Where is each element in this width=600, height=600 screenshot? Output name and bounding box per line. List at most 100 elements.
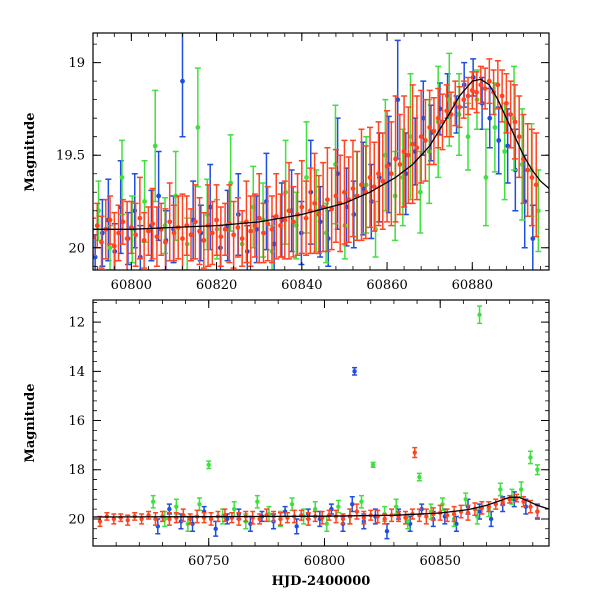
bottom-x-tick-label: 60800	[304, 554, 345, 569]
top-data-point	[167, 219, 173, 225]
top-data-point	[529, 175, 535, 180]
bottom-data-point	[97, 519, 103, 524]
top-data-point	[512, 119, 518, 125]
top-data-point	[116, 230, 121, 236]
top-data-point	[218, 234, 224, 240]
top-data-point	[142, 199, 147, 204]
bottom-data-point	[488, 516, 494, 522]
top-data-point	[132, 208, 138, 214]
bottom-data-point	[514, 495, 519, 501]
top-data-point	[461, 97, 467, 103]
bottom-data-point	[370, 462, 376, 468]
top-data-point	[99, 230, 105, 236]
top-data-point	[244, 249, 250, 254]
top-data-point	[324, 197, 330, 203]
top-data-point	[107, 245, 113, 251]
top-data-point	[146, 228, 151, 234]
bottom-data-point	[382, 516, 387, 522]
bottom-data-point	[236, 516, 242, 522]
top-data-point	[197, 228, 202, 234]
bottom-x-tick-label: 60750	[188, 554, 229, 569]
top-data-point	[503, 100, 509, 106]
bottom-data-point	[444, 513, 450, 518]
bottom-axes: 60750 60800 60850 12 14 16 18 20	[68, 300, 549, 569]
top-data-point	[283, 189, 289, 195]
top-data-point	[137, 215, 143, 221]
bottom-data-point	[403, 515, 408, 520]
top-data-point	[496, 137, 502, 143]
top-data-point	[269, 226, 275, 232]
bottom-data-point	[257, 516, 262, 522]
top-data-point	[478, 82, 484, 88]
bottom-data-point	[255, 499, 260, 504]
top-data-point	[107, 217, 113, 223]
bottom-data-point	[150, 499, 156, 504]
bottom-data-point	[451, 511, 457, 517]
top-data-point	[487, 115, 493, 121]
top-data-point	[299, 204, 305, 210]
bottom-data-point	[405, 519, 411, 524]
top-data-point	[367, 175, 373, 180]
bottom-data-point	[306, 516, 311, 522]
bottom-data-point	[231, 506, 237, 512]
bottom-panel: 60750 60800 60850 12 14 16 18 20 Magnitude HJD-…	[23, 299, 550, 589]
top-data-point	[457, 104, 462, 110]
top-model-curve	[93, 78, 549, 230]
top-data-point	[152, 143, 158, 149]
bottom-y-tick-label: 16	[68, 414, 85, 429]
top-data-point	[474, 89, 479, 95]
bottom-data-point	[153, 516, 158, 522]
bottom-data-point	[394, 504, 399, 509]
top-data-point	[261, 230, 266, 236]
top-data-point	[195, 125, 201, 130]
bottom-data-point	[336, 504, 341, 509]
top-data-point	[150, 221, 156, 227]
top-data-point	[417, 189, 423, 195]
bottom-x-axis-label: HJD-2400000	[272, 574, 371, 589]
top-data-point	[465, 93, 471, 99]
bottom-data-point	[313, 506, 318, 512]
top-data-point	[316, 212, 322, 217]
bottom-data-point	[477, 312, 482, 317]
bottom-data-point	[197, 501, 202, 507]
bottom-data-point	[454, 521, 459, 527]
top-data-point	[502, 149, 508, 154]
top-data-point	[444, 108, 450, 114]
bottom-plot-frame	[92, 299, 550, 547]
top-data-point	[171, 230, 177, 236]
top-panel: 60800 60820 60840 60860 60880 19 19.5 20 Magnit…	[23, 32, 550, 293]
top-data-point	[492, 125, 498, 130]
top-data-point	[431, 128, 437, 134]
top-data-point	[188, 232, 194, 238]
bottom-data-point	[118, 515, 123, 520]
bottom-y-tick-label: 20	[68, 512, 85, 527]
top-plot-frame	[92, 32, 550, 271]
bottom-data-point	[213, 526, 218, 531]
bottom-data-point	[208, 516, 214, 522]
top-data-point	[154, 234, 160, 240]
top-data-point	[408, 134, 413, 140]
top-data-point	[495, 82, 501, 88]
top-data-point	[248, 228, 254, 234]
top-data-point	[163, 239, 168, 245]
top-plot-area	[93, 33, 549, 270]
top-x-tick-label: 60800	[111, 278, 152, 293]
top-y-axis-label: Magnitude	[23, 112, 38, 191]
bottom-data-point	[206, 462, 211, 468]
top-data-point	[214, 217, 219, 223]
top-data-point	[304, 175, 309, 180]
top-data-point	[278, 223, 283, 228]
top-data-point	[423, 137, 428, 143]
bottom-data-point	[465, 510, 471, 515]
top-data-point	[393, 156, 398, 162]
top-data-point	[133, 232, 139, 238]
top-data-point	[286, 208, 292, 214]
bottom-data-point	[278, 516, 283, 522]
top-data-point	[376, 171, 381, 177]
top-data-point	[401, 149, 407, 154]
top-x-tick-label: 60860	[366, 278, 407, 293]
top-series-2	[93, 58, 540, 270]
top-data-point	[359, 182, 364, 188]
top-data-point	[265, 221, 271, 227]
bottom-data-point	[350, 501, 355, 507]
